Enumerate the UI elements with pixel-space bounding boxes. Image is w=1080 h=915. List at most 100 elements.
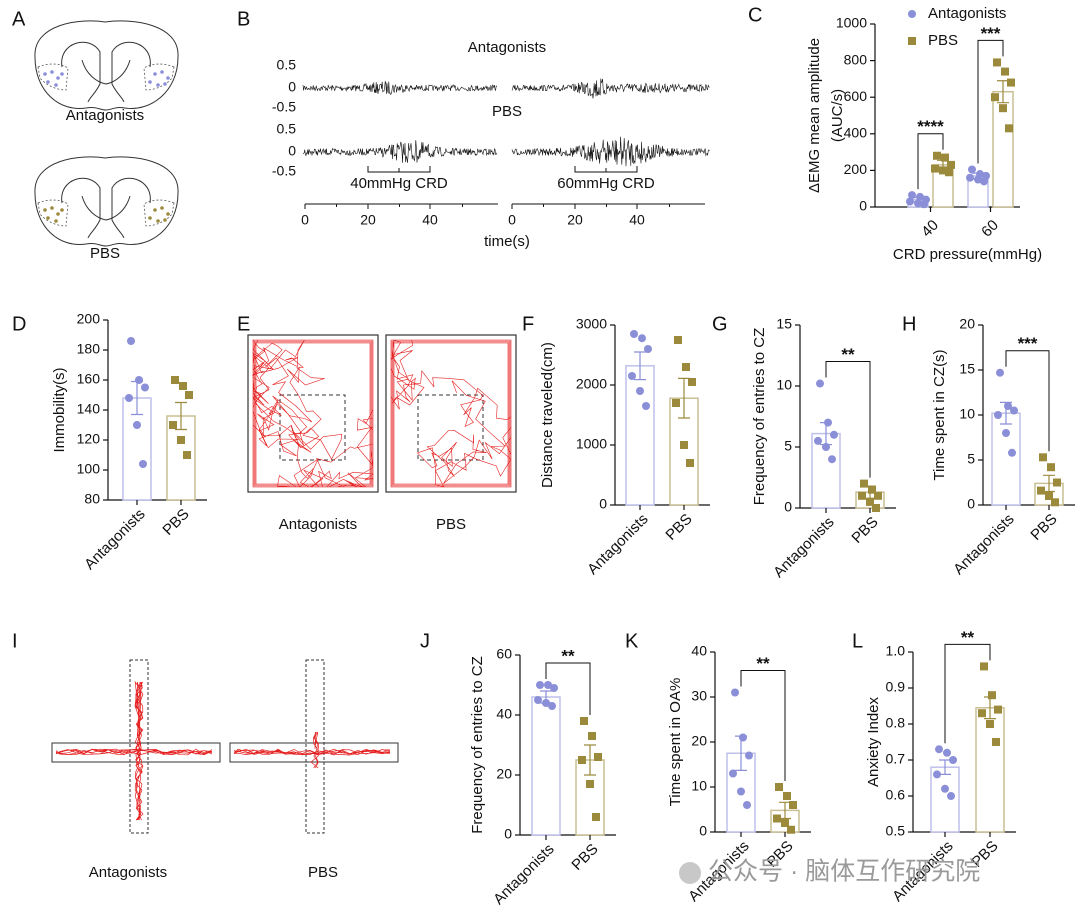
data-point bbox=[674, 336, 682, 344]
track bbox=[252, 339, 374, 488]
injection-dot bbox=[156, 83, 160, 87]
data-point bbox=[1045, 492, 1053, 500]
y-tick-label: 15 bbox=[776, 316, 792, 332]
data-point bbox=[931, 164, 939, 173]
significance-bracket bbox=[944, 643, 991, 744]
x-tick-label: Antagonists bbox=[584, 511, 651, 578]
significance-label: *** bbox=[1018, 334, 1038, 353]
time-label: time(s) bbox=[484, 233, 530, 250]
data-point bbox=[680, 441, 688, 449]
data-point bbox=[935, 745, 943, 754]
legend-label: PBS bbox=[928, 32, 958, 49]
data-point bbox=[177, 436, 185, 444]
maze-label: Antagonists bbox=[89, 864, 167, 881]
panel-letter: I bbox=[12, 630, 18, 652]
significance-label: ** bbox=[756, 654, 770, 673]
y-tick-label: 200 bbox=[844, 161, 868, 177]
data-point bbox=[966, 173, 974, 182]
y-axis-label: (AUC/s) bbox=[829, 89, 846, 142]
injection-dot bbox=[54, 83, 58, 87]
y-tick-label: 600 bbox=[844, 88, 868, 104]
significance-bracket bbox=[917, 133, 944, 190]
brain-section bbox=[34, 156, 179, 247]
data-point bbox=[908, 191, 916, 200]
data-point bbox=[996, 368, 1004, 377]
panel-letter: F bbox=[522, 313, 534, 335]
data-point bbox=[686, 459, 694, 467]
injection-dot bbox=[163, 218, 167, 222]
x-tick-label: PBS bbox=[662, 511, 695, 544]
significance-bracket bbox=[977, 39, 1004, 164]
y-tick-label: 40 bbox=[691, 643, 707, 659]
data-point bbox=[933, 770, 941, 779]
x-tick-label: 60 bbox=[978, 217, 1002, 241]
injection-dot bbox=[54, 219, 58, 223]
data-point bbox=[644, 345, 652, 353]
data-point bbox=[874, 491, 882, 500]
track bbox=[390, 339, 512, 488]
injection-dot bbox=[148, 80, 152, 84]
y-tick-label: 160 bbox=[77, 371, 101, 387]
legend-marker bbox=[908, 10, 916, 18]
data-point bbox=[947, 160, 955, 169]
injection-dot bbox=[160, 206, 164, 210]
significance-bracket bbox=[825, 361, 871, 478]
arena bbox=[385, 334, 517, 493]
arena bbox=[247, 334, 379, 493]
data-point bbox=[185, 391, 193, 399]
y-tick-label: 0.6 bbox=[886, 787, 906, 803]
y-tick-label: 1.0 bbox=[886, 643, 906, 659]
data-point bbox=[580, 717, 588, 725]
y-tick-label: 0.9 bbox=[886, 679, 906, 695]
data-point bbox=[536, 681, 544, 689]
y-tick-label: 5 bbox=[967, 451, 975, 467]
data-point bbox=[638, 334, 646, 343]
data-point bbox=[125, 394, 133, 402]
data-point bbox=[773, 814, 781, 823]
data-point bbox=[1037, 486, 1045, 495]
panel-letter: B bbox=[237, 8, 250, 30]
x-tick-label: PBS bbox=[848, 514, 881, 547]
data-point bbox=[816, 379, 824, 388]
panel-letter: H bbox=[902, 313, 916, 335]
bar bbox=[625, 365, 655, 506]
injection-dot bbox=[153, 72, 157, 76]
significance-label: ** bbox=[561, 646, 575, 665]
data-point bbox=[941, 153, 949, 162]
data-point bbox=[544, 681, 552, 689]
y-tick-label: 0 bbox=[288, 79, 296, 95]
injection-dot bbox=[160, 70, 164, 74]
injection-dot bbox=[56, 76, 60, 80]
y-tick-label: 120 bbox=[77, 431, 101, 447]
data-point bbox=[133, 421, 141, 429]
data-point bbox=[183, 451, 191, 459]
data-point bbox=[729, 769, 737, 778]
significance-label: ** bbox=[961, 628, 975, 647]
brain-section bbox=[34, 20, 179, 111]
data-point bbox=[1047, 463, 1055, 472]
injection-dot bbox=[60, 72, 64, 76]
significance-label: ** bbox=[841, 345, 855, 364]
stimulus-label: 40mmHg CRD bbox=[350, 175, 448, 192]
x-tick-label: 40 bbox=[918, 217, 942, 241]
data-point bbox=[588, 732, 596, 740]
data-point bbox=[993, 58, 1001, 67]
data-point bbox=[814, 436, 822, 445]
data-point bbox=[737, 787, 745, 796]
significance-label: **** bbox=[917, 117, 944, 136]
maze-track bbox=[55, 680, 213, 821]
panel-letter: A bbox=[12, 8, 26, 30]
data-point bbox=[914, 199, 922, 208]
data-point bbox=[127, 337, 135, 345]
time-tick-label: 0 bbox=[508, 212, 516, 228]
data-point bbox=[682, 363, 690, 371]
y-tick-label: 0 bbox=[967, 496, 975, 512]
data-point bbox=[1007, 78, 1015, 87]
data-point bbox=[980, 662, 988, 671]
y-tick-label: 1000 bbox=[576, 436, 607, 452]
y-tick-label: 800 bbox=[844, 51, 868, 67]
data-point bbox=[868, 485, 876, 494]
watermark-icon bbox=[679, 862, 701, 884]
data-point bbox=[135, 376, 143, 384]
data-point bbox=[978, 709, 986, 718]
